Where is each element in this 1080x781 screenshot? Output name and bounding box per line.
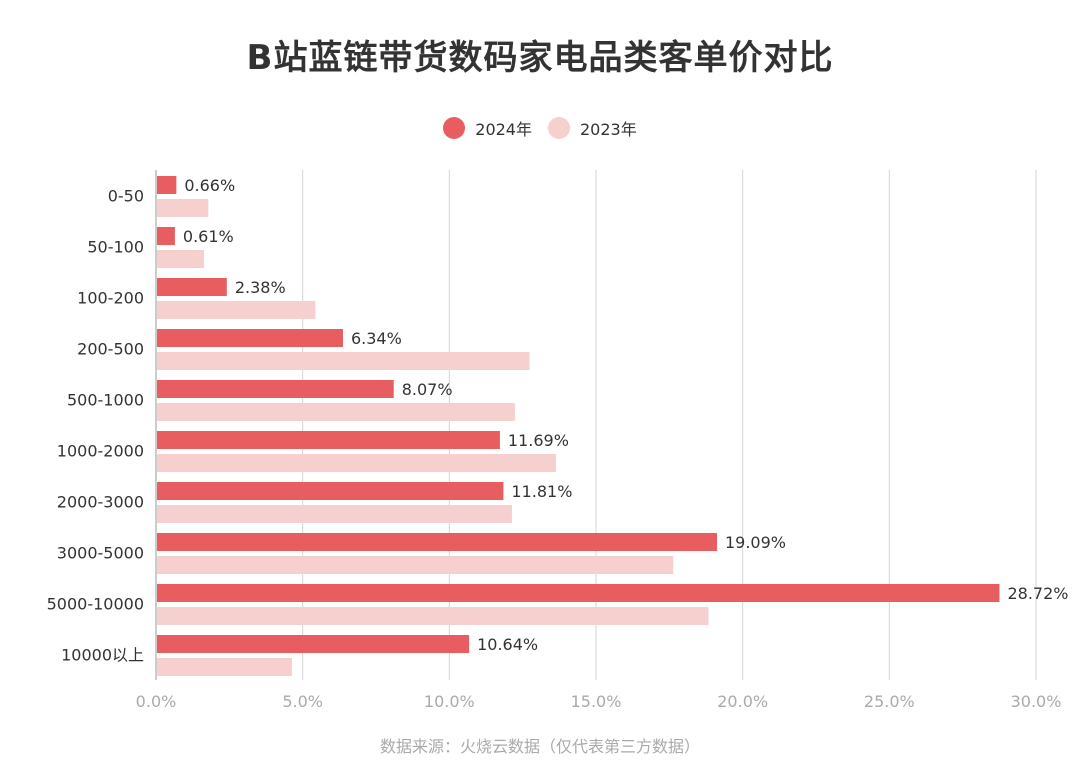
bar-2023 — [157, 301, 316, 319]
chart-title: B站蓝链带货数码家电品类客单价对比 — [246, 38, 834, 78]
legend: 2024年 2023年 — [0, 116, 1080, 140]
y-tick-label: 10000以上 — [61, 646, 144, 665]
x-tick-label: 30.0% — [1011, 692, 1062, 711]
data-label: 11.69% — [508, 431, 569, 450]
legend-item-2023[interactable]: 2023年 — [548, 116, 637, 140]
legend-swatch-2023 — [548, 117, 570, 139]
bar-2023 — [157, 403, 515, 421]
data-label: 2.38% — [235, 278, 286, 297]
y-tick-label: 0-50 — [108, 187, 144, 206]
y-tick-label: 2000-3000 — [57, 493, 144, 512]
legend-label-2024: 2024年 — [475, 120, 532, 139]
legend-swatch-2024 — [443, 117, 466, 139]
bar-2023 — [157, 658, 292, 676]
bar-2023 — [157, 454, 556, 472]
bar-2023 — [157, 505, 512, 523]
bar-2023 — [157, 199, 209, 217]
data-label: 8.07% — [402, 380, 453, 399]
bar-2023 — [157, 556, 674, 574]
y-tick-label: 50-100 — [87, 238, 144, 257]
x-tick-label: 10.0% — [424, 692, 475, 711]
data-label: 6.34% — [351, 329, 402, 348]
bar-2024 — [157, 533, 717, 551]
y-tick-label: 5000-10000 — [47, 595, 144, 614]
x-tick-label: 20.0% — [717, 692, 768, 711]
bar-2024 — [157, 431, 500, 449]
y-tick-label: 200-500 — [77, 340, 144, 359]
bar-2024 — [157, 584, 1000, 602]
bar-2024 — [157, 482, 504, 500]
bar-2024 — [157, 278, 227, 296]
bar-2023 — [157, 250, 204, 268]
data-label: 28.72% — [1007, 584, 1068, 603]
legend-label-2023: 2023年 — [580, 120, 637, 139]
bar-2024 — [157, 176, 177, 194]
data-label: 0.66% — [184, 176, 235, 195]
bar-2024 — [157, 227, 175, 245]
legend-item-2024[interactable]: 2024年 — [443, 116, 532, 140]
source-note: 数据来源：火烧云数据（仅代表第三方数据） — [379, 737, 700, 756]
bar-2023 — [157, 607, 709, 625]
y-tick-label: 1000-2000 — [57, 442, 144, 461]
bar-2024 — [157, 380, 394, 398]
data-label: 0.61% — [183, 227, 234, 246]
data-label: 10.64% — [477, 635, 538, 654]
x-tick-label: 0.0% — [136, 692, 177, 711]
x-tick-label: 25.0% — [864, 692, 915, 711]
y-tick-label: 100-200 — [77, 289, 144, 308]
bar-2024 — [157, 329, 343, 347]
data-label: 11.81% — [511, 482, 572, 501]
y-tick-label: 3000-5000 — [57, 544, 144, 563]
y-tick-label: 500-1000 — [67, 391, 144, 410]
bar-2024 — [157, 635, 470, 653]
x-tick-label: 5.0% — [282, 692, 323, 711]
bar-2023 — [157, 352, 530, 370]
x-tick-label: 15.0% — [571, 692, 622, 711]
data-label: 19.09% — [725, 533, 786, 552]
